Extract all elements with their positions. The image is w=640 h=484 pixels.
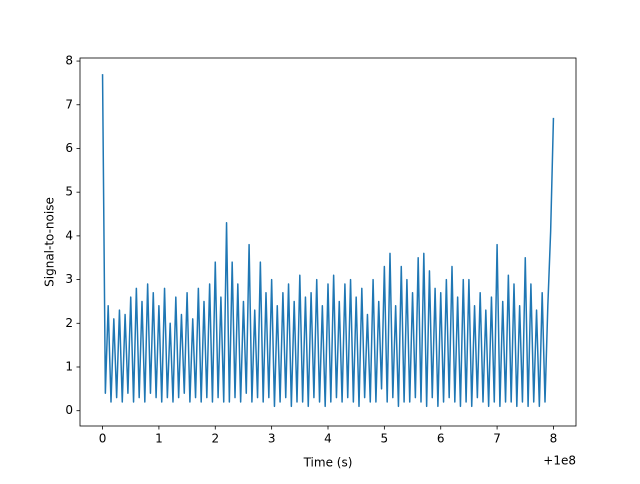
- x-tick-label: 8: [550, 432, 558, 446]
- y-tick-label: 3: [65, 272, 73, 286]
- x-offset-label: +1e8: [543, 454, 576, 468]
- x-tick-label: 3: [268, 432, 276, 446]
- y-tick-label: 1: [65, 359, 73, 373]
- y-tick-label: 7: [65, 97, 73, 111]
- y-tick-label: 4: [65, 228, 73, 242]
- y-tick-label: 2: [65, 316, 73, 330]
- x-axis-label: Time (s): [303, 456, 353, 470]
- x-tick-label: 7: [493, 432, 501, 446]
- y-tick-label: 6: [65, 141, 73, 155]
- x-tick-label: 0: [99, 432, 107, 446]
- y-tick-label: 8: [65, 54, 73, 68]
- x-tick-label: 1: [155, 432, 163, 446]
- data-line: [101, 74, 555, 408]
- x-tick-label: 2: [211, 432, 219, 446]
- x-tick-label: 5: [381, 432, 389, 446]
- x-tick-label: 6: [437, 432, 445, 446]
- x-tick-label: 4: [324, 432, 332, 446]
- y-axis-label: Signal-to-noise: [43, 197, 57, 287]
- y-tick-label: 5: [65, 185, 73, 199]
- y-tick-label: 0: [65, 403, 73, 417]
